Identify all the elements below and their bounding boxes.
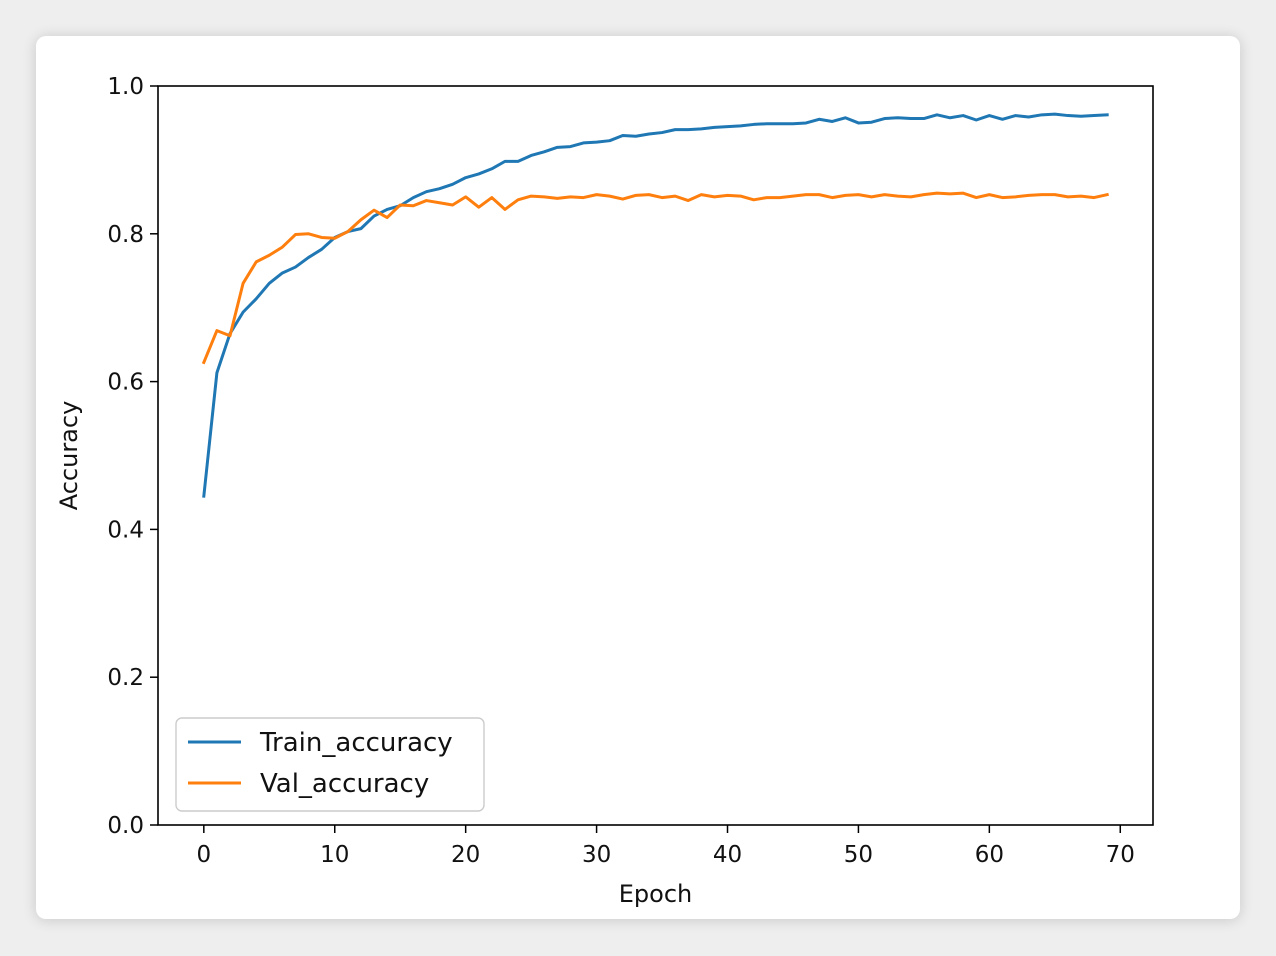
x-tick-label: 50 (844, 842, 873, 868)
series-line-train-accuracy (202, 112, 1109, 498)
x-tick-label: 20 (451, 842, 480, 868)
y-tick-label: 0.4 (107, 517, 144, 543)
plot-frame (157, 85, 1154, 826)
legend-label-val: Val_accuracy (260, 769, 429, 799)
y-tick-label: 1.0 (107, 74, 144, 100)
legend-box (175, 717, 485, 812)
x-tick-label: 10 (320, 842, 349, 868)
x-tick-label: 60 (975, 842, 1004, 868)
legend[interactable]: Train_accuracy Val_accuracy (175, 717, 485, 812)
series-line-val-accuracy (201, 191, 1109, 365)
y-tick-label: 0.0 (107, 813, 144, 839)
x-tick-label: 30 (582, 842, 611, 868)
y-tick-label: 0.2 (107, 665, 144, 691)
legend-label-train: Train_accuracy (259, 728, 453, 758)
accuracy-line-chart: 0 10 20 30 40 50 60 70 0.0 0.2 0.4 0.6 0.8 1.0 Epoch… (55, 74, 1154, 908)
y-tick-label: 0.8 (107, 222, 144, 248)
x-axis-ticks: 0 10 20 30 40 50 60 70 (197, 825, 1135, 868)
x-tick-label: 70 (1106, 842, 1135, 868)
x-axis-label: Epoch (619, 880, 693, 908)
y-tick-label: 0.6 (107, 370, 144, 396)
y-axis-ticks: 0.0 0.2 0.4 0.6 0.8 1.0 (107, 74, 158, 839)
series-layer (201, 112, 1109, 498)
x-tick-label: 40 (713, 842, 742, 868)
y-axis-label: Accuracy (55, 401, 83, 511)
chart-card: 0 10 20 30 40 50 60 70 0.0 0.2 0.4 0.6 0.8 1.0 Epoch… (36, 36, 1240, 919)
x-tick-label: 0 (197, 842, 212, 868)
